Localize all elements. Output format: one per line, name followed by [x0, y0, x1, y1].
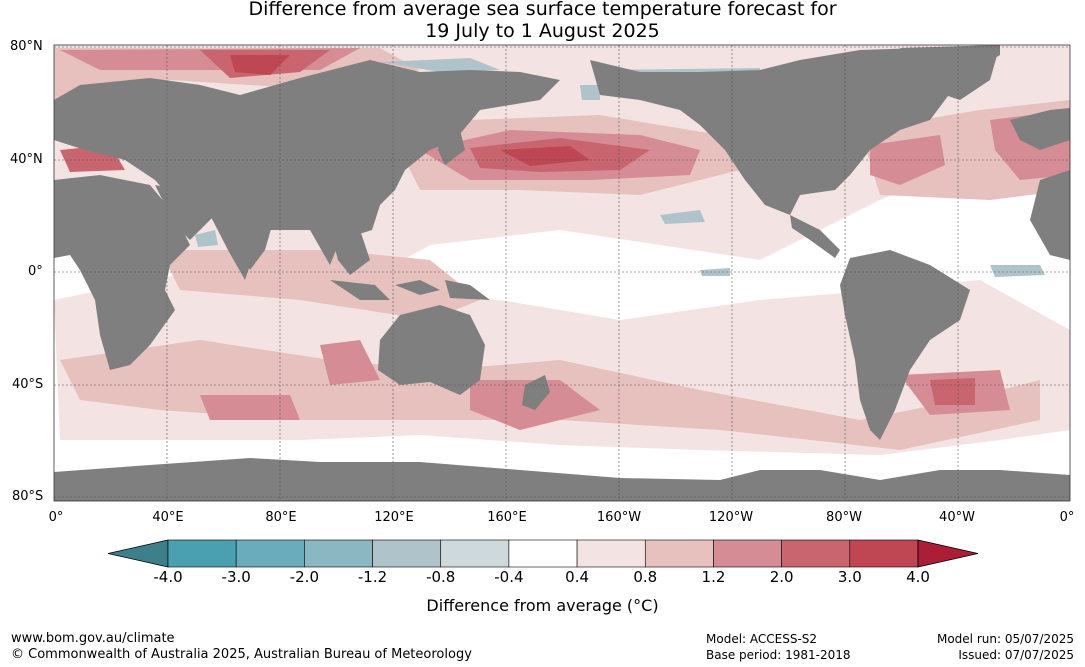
lon-label-40e: 40°E [152, 510, 184, 525]
colorbar-tick-label: -0.8 [426, 568, 456, 586]
india-landmass [235, 215, 275, 270]
south-america-landmass [840, 250, 970, 440]
colorbar-segment [304, 539, 373, 568]
colorbar-segment [167, 539, 237, 568]
lon-label-160w: 160°W [596, 510, 642, 525]
colorbar-tick-label: -1.2 [357, 568, 388, 586]
australia-landmass [378, 305, 485, 395]
lon-label-40w: 40°W [939, 510, 975, 525]
africa-landmass [54, 175, 190, 370]
lon-label-0-left: 0° [48, 510, 64, 525]
chart-title-line1: Difference from average sea surface temp… [248, 0, 837, 20]
west-africa-landmass [1030, 170, 1070, 260]
lon-label-120w: 120°W [708, 510, 754, 525]
map-frame [53, 44, 1071, 502]
lon-label-160e: 160°E [487, 510, 527, 525]
central-america-landmass [790, 215, 840, 258]
arabia-landmass [155, 185, 215, 240]
colorbar-tick-label: -4.0 [153, 568, 183, 586]
lat-label-80s: 80°S [12, 489, 44, 504]
colorbar-segment [372, 539, 442, 568]
lat-label-0: 0° [28, 264, 43, 279]
copyright-text: © Commonwealth of Australia 2025, Austra… [11, 647, 472, 662]
japan-landmass [438, 130, 465, 165]
colorbar-tick-label: 4.0 [906, 568, 930, 586]
colorbar-tick-label: -0.4 [494, 568, 524, 586]
new-zealand-landmass [522, 375, 550, 410]
colorbar-segment [576, 539, 646, 568]
colorbar-segment [713, 539, 782, 568]
eurasia-landmass [54, 60, 560, 280]
model-run-text: Model run: 05/07/2025 [936, 632, 1074, 646]
north-america-landmass [590, 45, 1000, 215]
lon-label-120e: 120°E [374, 510, 414, 525]
colorbar-segment [440, 539, 510, 568]
antarctica-landmass [54, 458, 1070, 501]
lon-label-80w: 80°W [826, 510, 862, 525]
colorbar-segment [644, 539, 714, 568]
colorbar-title: Difference from average (°C) [426, 596, 659, 615]
lon-label-80e: 80°E [265, 510, 297, 525]
colorbar-tick-label: -3.0 [221, 568, 251, 586]
lat-label-40n: 40°N [10, 152, 43, 167]
colorbar-arrow-high [917, 539, 979, 568]
issued-text: Issued: 07/07/2025 [958, 648, 1074, 662]
base-period-text: Base period: 1981-2018 [706, 648, 851, 662]
colorbar-segment [849, 539, 919, 568]
southeast-asia-landmass [330, 230, 370, 275]
colorbar-segment [508, 539, 578, 568]
colorbar-tick-label: 3.0 [837, 568, 862, 586]
lat-label-80n: 80°N [10, 39, 43, 54]
colorbar-segment [781, 539, 851, 568]
colorbar-arrow-low [107, 539, 169, 568]
model-text: Model: ACCESS-S2 [706, 632, 818, 646]
lon-label-0-right: 0° [1059, 510, 1075, 525]
indonesia-islands [330, 280, 490, 300]
colorbar-tick-label: 0.4 [565, 568, 590, 586]
website-link[interactable]: www.bom.gov.au/climate [11, 631, 175, 646]
colorbar-tick-label: 0.8 [633, 568, 658, 586]
colorbar-segment [235, 539, 305, 568]
greenland-landmass [900, 45, 1000, 100]
europe-landmass [1010, 108, 1070, 150]
graticule [54, 45, 1070, 501]
land-masses [54, 45, 1070, 501]
colorbar-tick-label: 1.2 [701, 568, 726, 586]
colorbar-tick-label: -2.0 [289, 568, 319, 586]
lat-label-40s: 40°S [12, 377, 44, 392]
colorbar-tick-label: 2.0 [769, 568, 794, 586]
chart-title-line2: 19 July to 1 August 2025 [425, 20, 660, 42]
